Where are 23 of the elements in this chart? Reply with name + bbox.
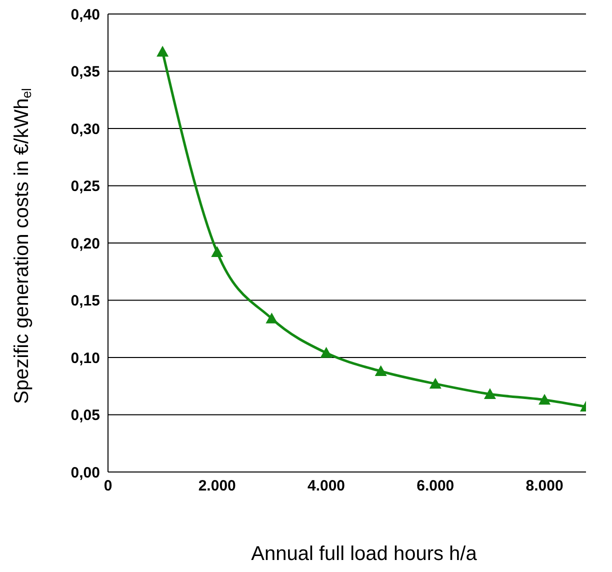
y-tick-label: 0,15 <box>70 292 100 310</box>
x-tick-label: 6.000 <box>416 478 454 495</box>
y-tick-label: 0,30 <box>70 120 100 138</box>
x-tick-label: 2.000 <box>198 478 236 495</box>
y-tick-label: 0,05 <box>70 407 100 424</box>
x-tick-label: 0 <box>104 478 112 495</box>
y-tick-label: 0,20 <box>70 235 100 252</box>
y-tick-label: 0,00 <box>70 464 100 482</box>
point <box>266 312 278 324</box>
y-tick-label: 0,35 <box>70 64 100 81</box>
y-tick-label: 0,25 <box>70 178 100 196</box>
point <box>211 246 224 257</box>
point <box>374 365 387 376</box>
point <box>320 346 332 358</box>
point <box>538 394 551 405</box>
point <box>484 388 496 399</box>
point <box>429 378 442 389</box>
x-tick-label: 8.000 <box>526 478 564 495</box>
x-tick-label: 4.000 <box>307 478 346 495</box>
y-tick-label: 0,40 <box>70 6 100 24</box>
x-axis-title: Annual full load hours h/a <box>251 543 478 565</box>
point <box>156 46 169 57</box>
y-tick-label: 0,10 <box>70 350 100 367</box>
